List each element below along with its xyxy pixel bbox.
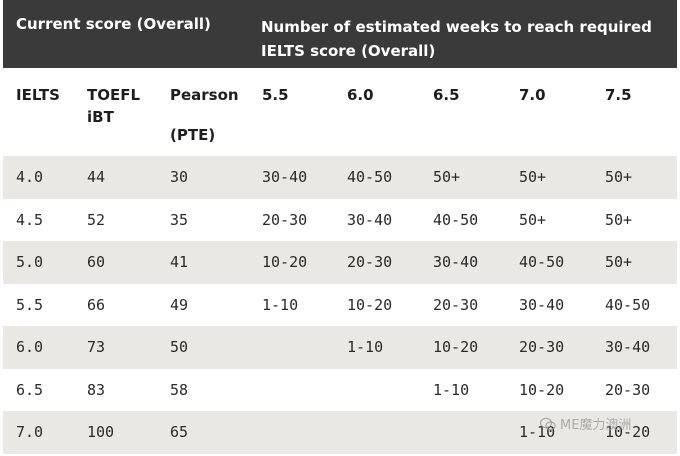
- table-row: 6.0 73 50 1-10 10-20 20-30 30-40: [3, 326, 677, 369]
- watermark-text: ME魔力澳洲: [560, 418, 632, 433]
- cell-7-0: 30-40: [519, 295, 565, 314]
- table-row: 5.0 60 41 10-20 20-30 30-40 40-50 50+: [3, 241, 677, 284]
- cell-7-5: 30-40: [605, 338, 651, 356]
- cell-6-0: 40-50: [347, 168, 393, 186]
- col-target-6-0: 6.0: [347, 86, 374, 104]
- table-row: 4.0 44 30 30-40 40-50 50+ 50+ 50+: [3, 156, 677, 199]
- cell-ielts: 4.0: [16, 168, 44, 186]
- wechat-icon: [540, 417, 556, 430]
- cell-pearson: 65: [170, 423, 189, 441]
- cell-toefl: 83: [87, 380, 106, 399]
- cell-ielts: 5.5: [16, 295, 44, 314]
- col-target-6-5: 6.5: [433, 86, 460, 104]
- col-toefl-line1: TOEFL: [87, 86, 141, 104]
- cell-ielts: 4.5: [16, 210, 44, 229]
- current-score-heading: Current score (Overall): [16, 15, 211, 33]
- col-toefl: TOEFL iBT: [87, 84, 140, 128]
- cell-ielts: 6.5: [16, 380, 44, 399]
- cell-5-5: 1-10: [262, 295, 299, 314]
- table-body: 4.0 44 30 30-40 40-50 50+ 50+ 50+ 4.5 52…: [3, 156, 677, 454]
- cell-6-5: 50+: [433, 168, 461, 186]
- cell-pearson: 35: [170, 210, 189, 229]
- cell-ielts: 5.0: [16, 253, 44, 271]
- cell-toefl: 73: [87, 338, 106, 356]
- col-target-7-5: 7.5: [605, 86, 632, 104]
- cell-6-0: 10-20: [347, 295, 393, 314]
- cell-ielts: 6.0: [16, 338, 44, 356]
- estimated-weeks-heading: Number of estimated weeks to reach requi…: [261, 18, 652, 60]
- col-ielts: IELTS: [16, 86, 60, 104]
- cell-6-5: 20-30: [433, 295, 479, 314]
- cell-6-0: 30-40: [347, 210, 393, 229]
- cell-7-5: 10-20: [605, 423, 651, 441]
- cell-pearson: 30: [170, 168, 189, 186]
- cell-pearson: 41: [170, 253, 189, 271]
- col-pearson-line2: (PTE): [170, 126, 216, 144]
- cell-pearson: 50: [170, 338, 189, 356]
- watermark: ME魔力澳洲: [540, 414, 631, 433]
- cell-6-5: 40-50: [433, 210, 479, 229]
- cell-pearson: 49: [170, 295, 189, 314]
- cell-toefl: 44: [87, 168, 106, 186]
- cell-pearson: 58: [170, 380, 189, 399]
- cell-6-5: 1-10: [433, 380, 470, 399]
- cell-7-5: 20-30: [605, 380, 651, 399]
- cell-6-5: 30-40: [433, 253, 479, 271]
- cell-7-0: 10-20: [519, 380, 565, 399]
- cell-7-5: 50+: [605, 168, 633, 186]
- cell-7-5: 50+: [605, 210, 633, 229]
- cell-toefl: 52: [87, 210, 106, 229]
- table-row: 5.5 66 49 1-10 10-20 20-30 30-40 40-50: [3, 284, 677, 327]
- cell-7-0: 50+: [519, 210, 547, 229]
- table-row: 7.0 100 65 1-10 10-20: [3, 411, 677, 454]
- table-row: 6.5 83 58 1-10 10-20 20-30: [3, 369, 677, 412]
- cell-6-0: 20-30: [347, 253, 393, 271]
- col-pearson: Pearson (PTE): [170, 84, 239, 146]
- cell-toefl: 60: [87, 253, 106, 271]
- cell-5-5: 30-40: [262, 168, 308, 186]
- cell-7-0: 20-30: [519, 338, 565, 356]
- cell-ielts: 7.0: [16, 423, 44, 441]
- cell-7-0: 40-50: [519, 253, 565, 271]
- cell-6-5: 10-20: [433, 338, 479, 356]
- col-pearson-line1: Pearson: [170, 86, 239, 104]
- cell-7-5: 40-50: [605, 295, 651, 314]
- cell-5-5: 10-20: [262, 253, 308, 271]
- col-toefl-line2: iBT: [87, 108, 114, 126]
- table-header: Current score (Overall) Number of estima…: [3, 0, 677, 68]
- cell-5-5: 20-30: [262, 210, 308, 229]
- col-target-7-0: 7.0: [519, 86, 546, 104]
- cell-toefl: 100: [87, 423, 115, 441]
- col-target-5-5: 5.5: [262, 86, 289, 104]
- table-row: 4.5 52 35 20-30 30-40 40-50 50+ 50+: [3, 199, 677, 242]
- cell-toefl: 66: [87, 295, 106, 314]
- cell-7-0: 50+: [519, 168, 547, 186]
- cell-7-5: 50+: [605, 253, 633, 271]
- cell-6-0: 1-10: [347, 338, 384, 356]
